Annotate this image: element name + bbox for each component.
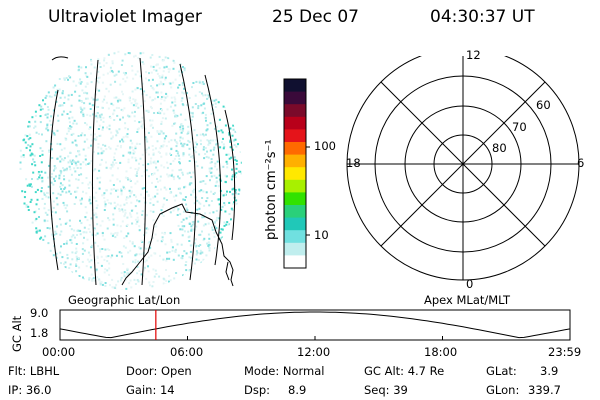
status-glat-value: 3.9 xyxy=(540,364,559,378)
timeline-x-tick-3: 18:00 xyxy=(424,345,458,359)
status-gc-alt: GC Alt: 4.7 Re xyxy=(364,364,445,378)
status-dsp-label: Dsp: xyxy=(244,383,271,397)
coastline xyxy=(121,203,234,287)
colorbar-stripe xyxy=(284,91,306,105)
timeline-frame xyxy=(59,309,571,341)
timeline-x-tick-0: 00:00 xyxy=(42,345,76,359)
timeline-x-tick-1: 06:00 xyxy=(170,345,204,359)
altitude-curve xyxy=(59,311,571,339)
colorbar-stripe xyxy=(284,79,306,93)
timeline-y-tick-max: 9.0 xyxy=(30,306,49,320)
instrument-title: Ultraviolet Imager xyxy=(48,7,202,27)
status-ip: IP: 36.0 xyxy=(8,383,52,397)
polar-plot xyxy=(346,56,580,281)
polar-label-12: 12 xyxy=(466,48,481,62)
colorbar-stripe xyxy=(284,217,306,231)
polar-label-0: 0 xyxy=(466,277,474,291)
colorbar-tick-10: 10 xyxy=(314,228,329,242)
colorbar-tick-100: 100 xyxy=(314,139,336,153)
status-flt: Flt: LBHL xyxy=(8,364,60,378)
status-glat-label: GLat: xyxy=(486,364,517,378)
colorbar-stripe xyxy=(284,167,306,181)
status-gain: Gain: 14 xyxy=(126,383,175,397)
status-glon-label: GLon: xyxy=(486,383,520,397)
colorbar-stripe xyxy=(284,142,306,156)
colorbar xyxy=(283,78,310,269)
timeline-x-tick-2: 12:00 xyxy=(297,345,331,359)
polar-lat-70: 70 xyxy=(512,120,527,134)
status-dsp-value: 8.9 xyxy=(288,383,307,397)
polar-diag-2 xyxy=(380,81,546,247)
status-glon-value: 339.7 xyxy=(528,383,561,397)
coastline-2 xyxy=(225,261,230,281)
colorbar-stripe xyxy=(284,230,306,244)
polar-lat-60: 60 xyxy=(536,98,551,112)
colorbar-stripe xyxy=(284,242,306,256)
colorbar-stripe xyxy=(284,255,306,269)
colorbar-stripe xyxy=(284,205,306,219)
colorbar-stripe xyxy=(284,129,306,143)
colorbar-stripe xyxy=(284,116,306,130)
colorbar-stripe xyxy=(284,104,306,118)
time-label: 04:30:37 UT xyxy=(430,7,535,27)
status-mode: Mode: Normal xyxy=(244,364,325,378)
uv-emission-speckle xyxy=(19,50,242,290)
polar-label-18: 18 xyxy=(346,156,361,170)
status-seq: Seq: 39 xyxy=(364,383,408,397)
polar-label-6: 6 xyxy=(577,156,585,170)
timeline-y-tick-min: 1.8 xyxy=(30,326,49,340)
timeline-left-title: Geographic Lat/Lon xyxy=(68,293,181,307)
geo-grid-lines xyxy=(49,56,236,286)
colorbar-stripe xyxy=(284,192,306,206)
timeline-x-tick-4: 23:59 xyxy=(548,345,582,359)
colorbar-stripe xyxy=(284,179,306,193)
status-door: Door: Open xyxy=(126,364,192,378)
timeline-right-title: Apex MLat/MLT xyxy=(424,293,511,307)
colorbar-stripe xyxy=(284,154,306,168)
date-label: 25 Dec 07 xyxy=(272,7,359,27)
polar-lat-80: 80 xyxy=(492,141,507,155)
